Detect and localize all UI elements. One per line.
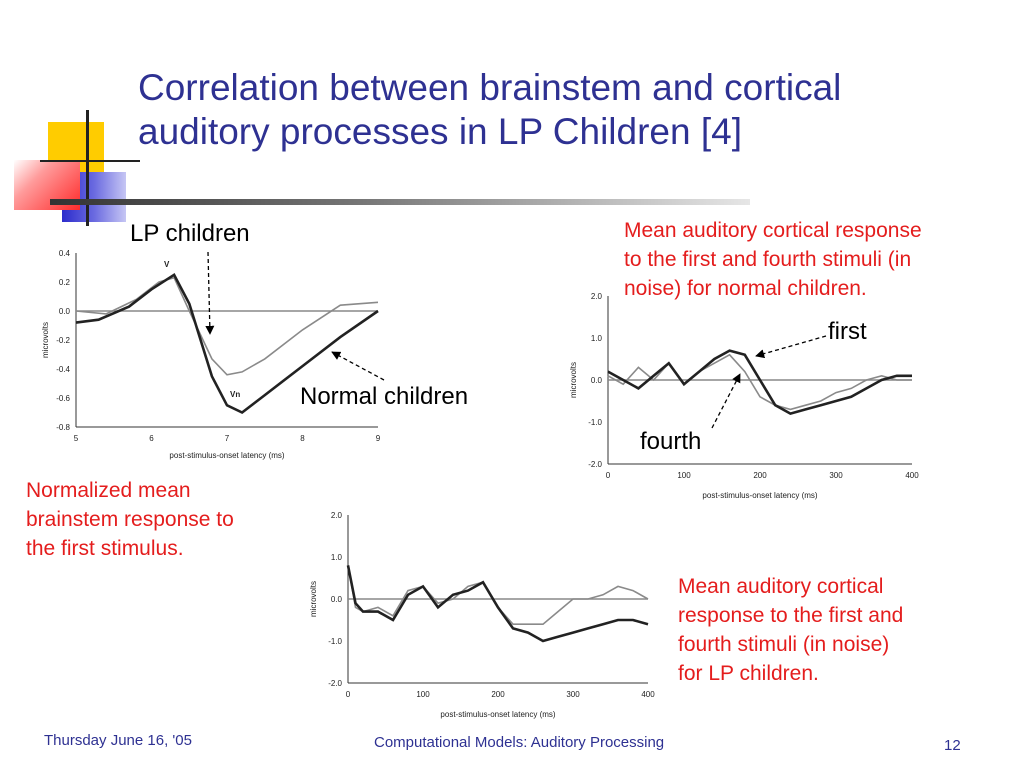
caption-line: Mean auditory cortical response [624, 219, 922, 242]
y-tick-label: 1.0 [591, 334, 603, 343]
y-tick-label: 0.0 [331, 595, 343, 604]
y-tick-label: 0.2 [59, 278, 71, 287]
logo-horizontal-line [40, 160, 140, 162]
y-axis-label: microvolts [569, 362, 578, 398]
caption-line: Normalized mean [26, 479, 191, 502]
y-tick-label: -1.0 [588, 418, 602, 427]
cortical-normal-chart: 2.0 1.0 0.0 -1.0 -2.0 0 100 200 300 400 post-sti… [569, 292, 919, 500]
footer-date: Thursday June 16, '05 [44, 732, 192, 749]
title-divider [50, 199, 750, 205]
x-tick-label: 7 [225, 434, 230, 443]
x-tick-label: 400 [905, 471, 919, 480]
y-tick-label: 0.0 [591, 376, 603, 385]
caption-line: Mean auditory cortical [678, 575, 884, 598]
label-fourth: fourth [640, 428, 702, 455]
y-tick-label: -2.0 [328, 679, 342, 688]
y-tick-label: -0.6 [56, 394, 70, 403]
x-axis-label: post-stimulus-onset latency (ms) [440, 710, 555, 719]
label-normal-children: Normal children [300, 383, 469, 410]
y-tick-labels: 2.0 1.0 0.0 -1.0 -2.0 [588, 292, 602, 469]
y-tick-label: 1.0 [331, 553, 343, 562]
slide-title: Correlation between brainstem and cortic… [138, 66, 998, 154]
x-tick-label: 200 [491, 690, 505, 699]
cortical-lp-chart: 2.0 1.0 0.0 -1.0 -2.0 0 100 200 300 400 post-sti… [309, 511, 655, 719]
caption-line: fourth stimuli (in noise) [678, 633, 890, 656]
brainstem-chart-axes [75, 253, 378, 428]
arrow-lp-children [205, 251, 215, 335]
annotation-vn: Vn [230, 390, 240, 399]
caption-line: brainstem response to [26, 508, 234, 531]
series-first-line [346, 565, 649, 643]
arrow-normal-children [331, 351, 385, 381]
x-tick-labels: 0 100 200 300 400 [346, 690, 655, 699]
x-tick-label: 6 [149, 434, 154, 443]
y-tick-label: 2.0 [331, 511, 343, 520]
y-tick-label: -0.4 [56, 365, 70, 374]
caption-line: noise) for normal children. [624, 277, 867, 300]
footer-title: Computational Models: Auditory Processin… [374, 734, 665, 751]
y-tick-label: -0.2 [56, 336, 70, 345]
title-line-1: Correlation between brainstem and cortic… [138, 67, 842, 108]
arrow-fourth [711, 373, 741, 429]
brainstem-chart: 0.4 0.2 0.0 -0.2 -0.4 -0.6 -0.8 5 6 7 8 9 V Vn pos… [41, 249, 381, 460]
x-tick-label: 8 [300, 434, 305, 443]
y-tick-label: 0.4 [59, 249, 71, 258]
x-tick-label: 200 [753, 471, 767, 480]
x-tick-label: 0 [346, 690, 351, 699]
x-tick-label: 400 [641, 690, 655, 699]
logo-vertical-line [86, 110, 89, 226]
x-axis-label: post-stimulus-onset latency (ms) [702, 491, 817, 500]
series-first-line [607, 349, 912, 415]
x-tick-label: 300 [829, 471, 843, 480]
x-tick-label: 100 [416, 690, 430, 699]
x-tick-label: 300 [566, 690, 580, 699]
y-tick-labels: 2.0 1.0 0.0 -1.0 -2.0 [328, 511, 342, 688]
series-fourth-line [607, 353, 912, 411]
x-axis-label: post-stimulus-onset latency (ms) [169, 451, 284, 460]
caption-cortical-lp: Mean auditory cortical response to the f… [678, 572, 903, 688]
y-tick-labels: 0.4 0.2 0.0 -0.2 -0.4 -0.6 -0.8 [56, 249, 70, 432]
caption-line: for LP children. [678, 662, 819, 685]
x-tick-labels: 0 100 200 300 400 [606, 471, 919, 480]
annotation-v: V [164, 260, 170, 269]
label-lp-children: LP children [130, 220, 250, 247]
label-first: first [828, 318, 867, 345]
x-tick-label: 100 [677, 471, 691, 480]
caption-cortical-normal: Mean auditory cortical response to the f… [624, 216, 922, 303]
footer-page-number: 12 [944, 737, 961, 754]
y-tick-label: 2.0 [591, 292, 603, 301]
series-lp-line [75, 272, 379, 415]
y-tick-label: -1.0 [328, 637, 342, 646]
y-axis-label: microvolts [309, 581, 318, 617]
arrow-first [755, 335, 827, 359]
y-tick-label: -0.8 [56, 423, 70, 432]
y-tick-label: -2.0 [588, 460, 602, 469]
caption-line: the first stimulus. [26, 537, 184, 560]
x-tick-labels: 5 6 7 8 9 [74, 434, 381, 443]
caption-line: to the first and fourth stimuli (in [624, 248, 912, 271]
x-tick-label: 0 [606, 471, 611, 480]
caption-line: response to the first and [678, 604, 904, 627]
x-tick-label: 9 [376, 434, 381, 443]
x-tick-label: 5 [74, 434, 79, 443]
caption-brainstem: Normalized mean brainstem response to th… [26, 476, 234, 563]
y-tick-label: 0.0 [59, 307, 71, 316]
y-axis-label: microvolts [41, 322, 50, 358]
title-line-2: auditory processes in LP Children [4] [138, 111, 742, 152]
